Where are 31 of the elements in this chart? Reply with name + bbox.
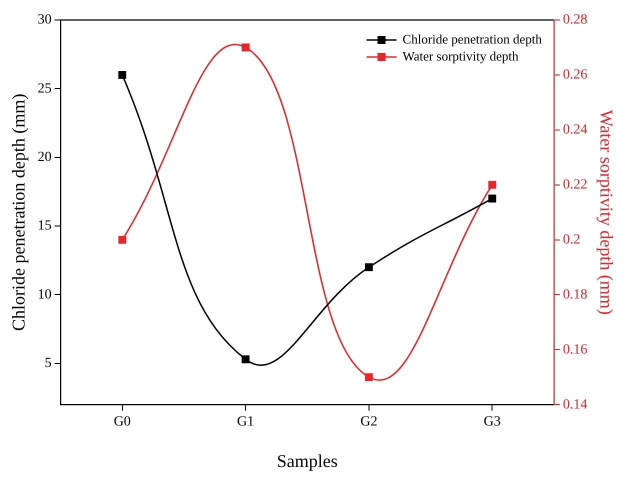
x-tick-label: G3 [484, 414, 501, 430]
x-tick-label: G2 [360, 414, 378, 430]
y-tick-label: 30 [38, 12, 52, 28]
y-tick-label: 25 [38, 81, 52, 96]
x-tick-label: G1 [237, 414, 254, 430]
point [364, 373, 373, 382]
y2-tick-label: 0.22 [562, 178, 588, 192]
y2-tick-label: 0.24 [562, 122, 588, 138]
y-tick-label: 5 [44, 356, 52, 372]
legend-label: Water sorptivity depth [402, 48, 519, 64]
point [364, 263, 373, 272]
y2-tick-label: 0.14 [562, 397, 588, 412]
point [488, 194, 496, 202]
point [118, 236, 126, 244]
x-tick-label: G0 [114, 414, 131, 430]
y2-tick-label: 0.2 [562, 232, 580, 248]
point [488, 180, 496, 189]
y-tick-label: 10 [38, 287, 52, 302]
legend-label: Chloride penetration depth [402, 31, 542, 46]
y-tick-label: 20 [38, 150, 52, 166]
point [242, 44, 250, 52]
y-axis-title: Chloride penetration depth (mm) [8, 94, 29, 332]
y-tick-label: 15 [38, 218, 52, 234]
y2-tick-label: 0.28 [562, 12, 588, 28]
point [118, 71, 126, 79]
y2-tick-label: 0.18 [562, 287, 588, 302]
y2-tick-label: 0.26 [562, 68, 588, 83]
point [242, 355, 250, 364]
x-axis-title: Samples [276, 450, 338, 471]
y2-axis-title: Water sorptivity depth (mm) [596, 110, 616, 315]
y2-tick-label: 0.16 [562, 342, 588, 358]
